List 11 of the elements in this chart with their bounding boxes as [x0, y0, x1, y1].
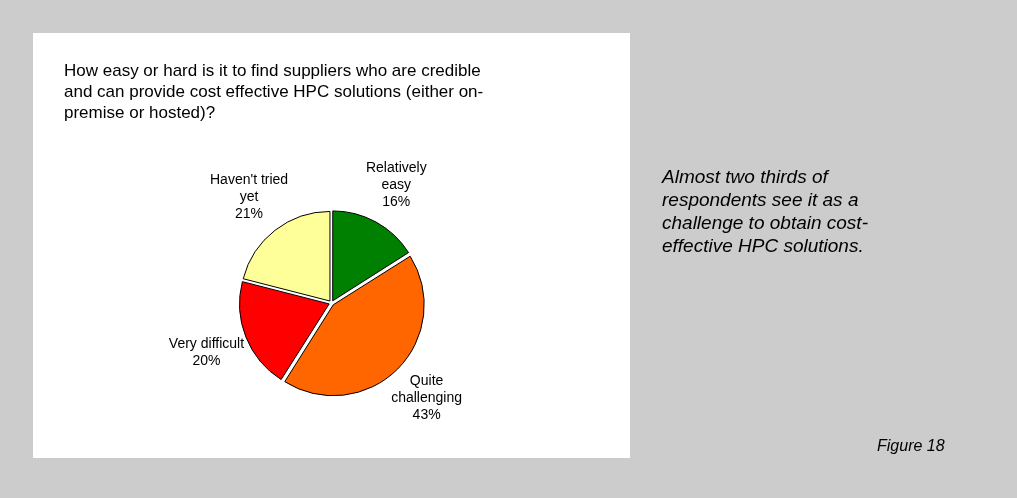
data-label: 43% [412, 405, 441, 422]
data-label: 21% [235, 204, 264, 221]
slice-label: Quite challenging [391, 371, 463, 405]
caption: Figure 18 [877, 437, 945, 455]
data-label: 20% [192, 351, 221, 368]
chart-title: How easy or hard is it to find suppliers who are credible and can provide cost effective HPC solutions (either on-premise or hosted)? [64, 60, 485, 123]
text: Almost two thirds of respondents see it as a challenge to obtain cost-effective HPC solutions. [662, 165, 869, 257]
slice-label: Relatively easy [365, 159, 427, 192]
slice-label: Haven't tried yet [209, 170, 289, 204]
data-label: 16% [382, 193, 411, 209]
slice-label: Very difficult [168, 334, 245, 351]
